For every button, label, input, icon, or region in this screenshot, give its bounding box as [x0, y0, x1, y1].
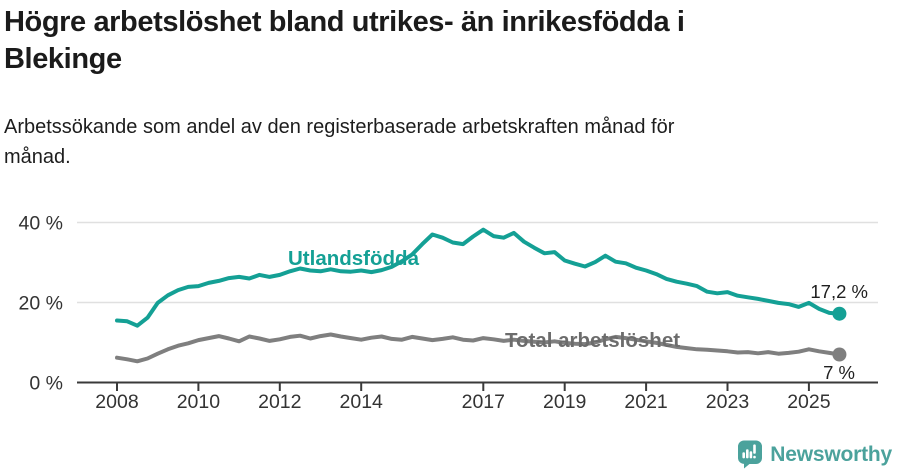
- newsworthy-chart-bubble-icon: [738, 440, 763, 469]
- y-tick-label-40: 40 %: [19, 213, 63, 235]
- x-tick-label-2010: 2010: [177, 391, 221, 413]
- x-tick-label-2012: 2012: [258, 391, 301, 413]
- page-title-line-2: Blekinge: [4, 43, 122, 75]
- end-value-label-total: 7 %: [823, 362, 855, 383]
- x-tick-label-2019: 2019: [543, 391, 586, 413]
- x-axis-labels: 2008 2010 2012 2014 2017 2019 2021 2023 2025: [95, 391, 830, 413]
- bar-3: [749, 451, 753, 459]
- series-line-total-arbetsl-shet: [115, 332, 842, 364]
- x-tick-label-2014: 2014: [340, 391, 384, 413]
- bar-2: [746, 449, 749, 459]
- end-value-label-utlandsfodda: 17,2 %: [810, 281, 868, 302]
- exclamation-dot: [753, 455, 757, 459]
- data-series: [115, 227, 842, 364]
- end-dot-utlandsf-dda: [832, 306, 847, 321]
- newsworthy-brand-link[interactable]: Newsworthy: [737, 440, 892, 469]
- x-tick-label-2023: 2023: [706, 391, 749, 413]
- page-title: Högre arbetslöshet bland utrikes- än inr…: [4, 4, 896, 78]
- chart-subtitle-line-2: månad.: [4, 146, 71, 168]
- series-label-total-arbetsloshet: Total arbetslöshet: [505, 329, 680, 352]
- x-tick-label-2025: 2025: [787, 391, 831, 413]
- y-axis-labels: 0 % 20 % 40 %: [19, 213, 63, 395]
- series-line-utlandsf-dda: [115, 227, 842, 328]
- y-tick-label-20: 20 %: [19, 293, 63, 315]
- x-tick-label-2017: 2017: [462, 391, 505, 413]
- chart-subtitle-line-1: Arbetssökande som andel av den registerb…: [4, 116, 675, 138]
- exclamation-line: [753, 444, 757, 454]
- series-label-utlandsfodda: Utlandsfödda: [288, 247, 420, 270]
- y-tick-label-0: 0 %: [29, 373, 63, 395]
- end-point-markers: [832, 306, 847, 362]
- gridlines: [77, 221, 878, 304]
- brand-name: Newsworthy: [770, 442, 892, 466]
- x-tick-label-2008: 2008: [95, 391, 138, 413]
- x-axis: [77, 381, 878, 391]
- page-title-line-1: Högre arbetslöshet bland utrikes- än inr…: [4, 6, 685, 38]
- chart-subtitle: Arbetssökande som andel av den registerb…: [4, 112, 864, 172]
- x-tick-label-2021: 2021: [624, 391, 667, 413]
- bar-1: [742, 452, 746, 459]
- end-dot-total-arbetsl-shet: [832, 347, 847, 362]
